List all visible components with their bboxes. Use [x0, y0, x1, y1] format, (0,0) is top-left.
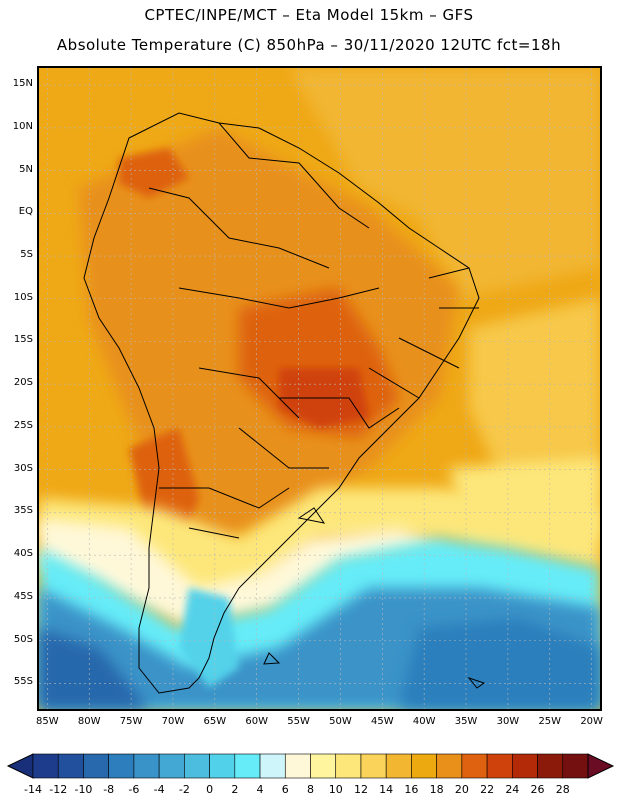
colorbar-over-arrow	[587, 753, 615, 779]
latitude-label: 20S	[13, 377, 33, 389]
latitude-label: 5N	[19, 163, 33, 175]
colorbar-swatch	[385, 753, 412, 779]
latitude-label: 55S	[13, 676, 33, 688]
latitude-label: 35S	[13, 505, 33, 517]
colorbar-swatch	[184, 753, 210, 779]
graticule	[39, 68, 600, 709]
colorbar-swatch	[234, 753, 261, 779]
longitude-label: 80W	[77, 716, 101, 727]
colorbar-swatch	[83, 753, 109, 779]
colorbar-tick-label: -10	[74, 783, 93, 796]
colorbar-tick-label: 24	[505, 783, 520, 796]
latitude-label: 50S	[13, 633, 33, 645]
longitude-label: 70W	[161, 716, 185, 727]
colorbar-tick-label: 28	[555, 783, 570, 796]
colorbar-swatch	[562, 753, 589, 779]
latitude-label: EQ	[18, 206, 33, 218]
longitude-label: 65W	[203, 716, 227, 727]
longitude-label: 30W	[496, 716, 520, 727]
colorbar-swatch	[133, 753, 160, 779]
latitude-label: 5S	[20, 249, 33, 261]
temperature-map	[39, 68, 600, 709]
colorbar-swatch	[108, 753, 135, 779]
longitude-label: 50W	[329, 716, 352, 727]
latitude-label: 40S	[13, 548, 33, 560]
colorbar-under-arrow	[6, 753, 34, 779]
colorbar-swatch	[57, 753, 84, 779]
longitude-label: 75W	[119, 716, 143, 727]
colorbar-tick-label: -2	[178, 783, 190, 796]
coastline	[83, 112, 486, 694]
colorbar-swatch	[209, 753, 236, 779]
colorbar-tick-label: 20	[454, 783, 469, 796]
colorbar-swatch	[335, 753, 362, 779]
colorbar-tick-label: 0	[206, 783, 214, 796]
longitude-label: 45W	[370, 716, 394, 727]
colorbar-swatch	[32, 753, 59, 779]
colorbar	[6, 753, 615, 779]
colorbar-swatch	[486, 753, 513, 779]
colorbar-swatch	[537, 753, 564, 779]
colorbar-tick-label: -4	[153, 783, 165, 796]
latitude-label: 10S	[13, 291, 33, 303]
colorbar-tick-label: -6	[128, 783, 140, 796]
colorbar-tick-label: -8	[103, 783, 115, 796]
colorbar-tick-label: 10	[328, 783, 343, 796]
longitude-label: 40W	[412, 716, 436, 727]
colorbar-swatch	[259, 753, 286, 779]
colorbar-swatch	[310, 753, 337, 779]
colorbar-tick-label: 2	[231, 783, 239, 796]
colorbar-tick-label: 22	[480, 783, 495, 796]
colorbar-swatch	[512, 753, 538, 779]
title-line-2: Absolute Temperature (C) 850hPa – 30/11/…	[56, 36, 562, 54]
colorbar-tick-label: 26	[530, 783, 545, 796]
latitude-label: 30S	[13, 462, 33, 474]
longitude-label: 60W	[245, 716, 268, 727]
colorbar-tick-label: 6	[281, 783, 289, 796]
latitude-label: 15N	[12, 78, 33, 90]
latitude-label: 15S	[13, 334, 33, 346]
title-line-1: CPTEC/INPE/MCT – Eta Model 15km – GFS	[144, 6, 474, 24]
latitude-label: 45S	[13, 590, 33, 602]
latitude-label: 10N	[12, 120, 33, 132]
colorbar-tick-label: 12	[353, 783, 368, 796]
colorbar-swatch	[411, 753, 437, 779]
latitude-label: 25S	[13, 419, 33, 431]
longitude-label: 20W	[580, 716, 603, 727]
colorbar-tick-label: 4	[256, 783, 264, 796]
map-panel[interactable]	[37, 66, 602, 711]
colorbar-tick-label: -14	[24, 783, 42, 796]
colorbar-tick-label: -12	[49, 783, 68, 796]
longitude-label: 85W	[36, 716, 59, 727]
colorbar-swatch	[284, 753, 311, 779]
colorbar-swatch	[158, 753, 185, 779]
colorbar-tick-label: 18	[429, 783, 444, 796]
colorbar-tick-label: 14	[379, 783, 394, 796]
longitude-label: 25W	[538, 716, 562, 727]
colorbar-tick-label: 8	[307, 783, 314, 796]
longitude-label: 35W	[454, 716, 478, 727]
longitude-label: 55W	[287, 716, 310, 727]
colorbar-swatch	[436, 753, 463, 779]
colorbar-swatch	[461, 753, 488, 779]
colorbar-tick-label: 16	[404, 783, 419, 796]
colorbar-swatch	[360, 753, 387, 779]
